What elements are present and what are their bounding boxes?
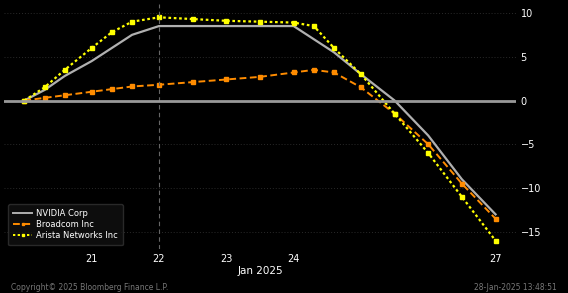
Text: 28-Jan-2025 13:48:51: 28-Jan-2025 13:48:51	[474, 282, 557, 292]
X-axis label: Jan 2025: Jan 2025	[237, 266, 283, 276]
Legend: NVIDIA Corp, Broadcom Inc, Arista Networks Inc: NVIDIA Corp, Broadcom Inc, Arista Networ…	[9, 204, 123, 245]
Text: Copyright© 2025 Bloomberg Finance L.P.: Copyright© 2025 Bloomberg Finance L.P.	[11, 282, 169, 292]
